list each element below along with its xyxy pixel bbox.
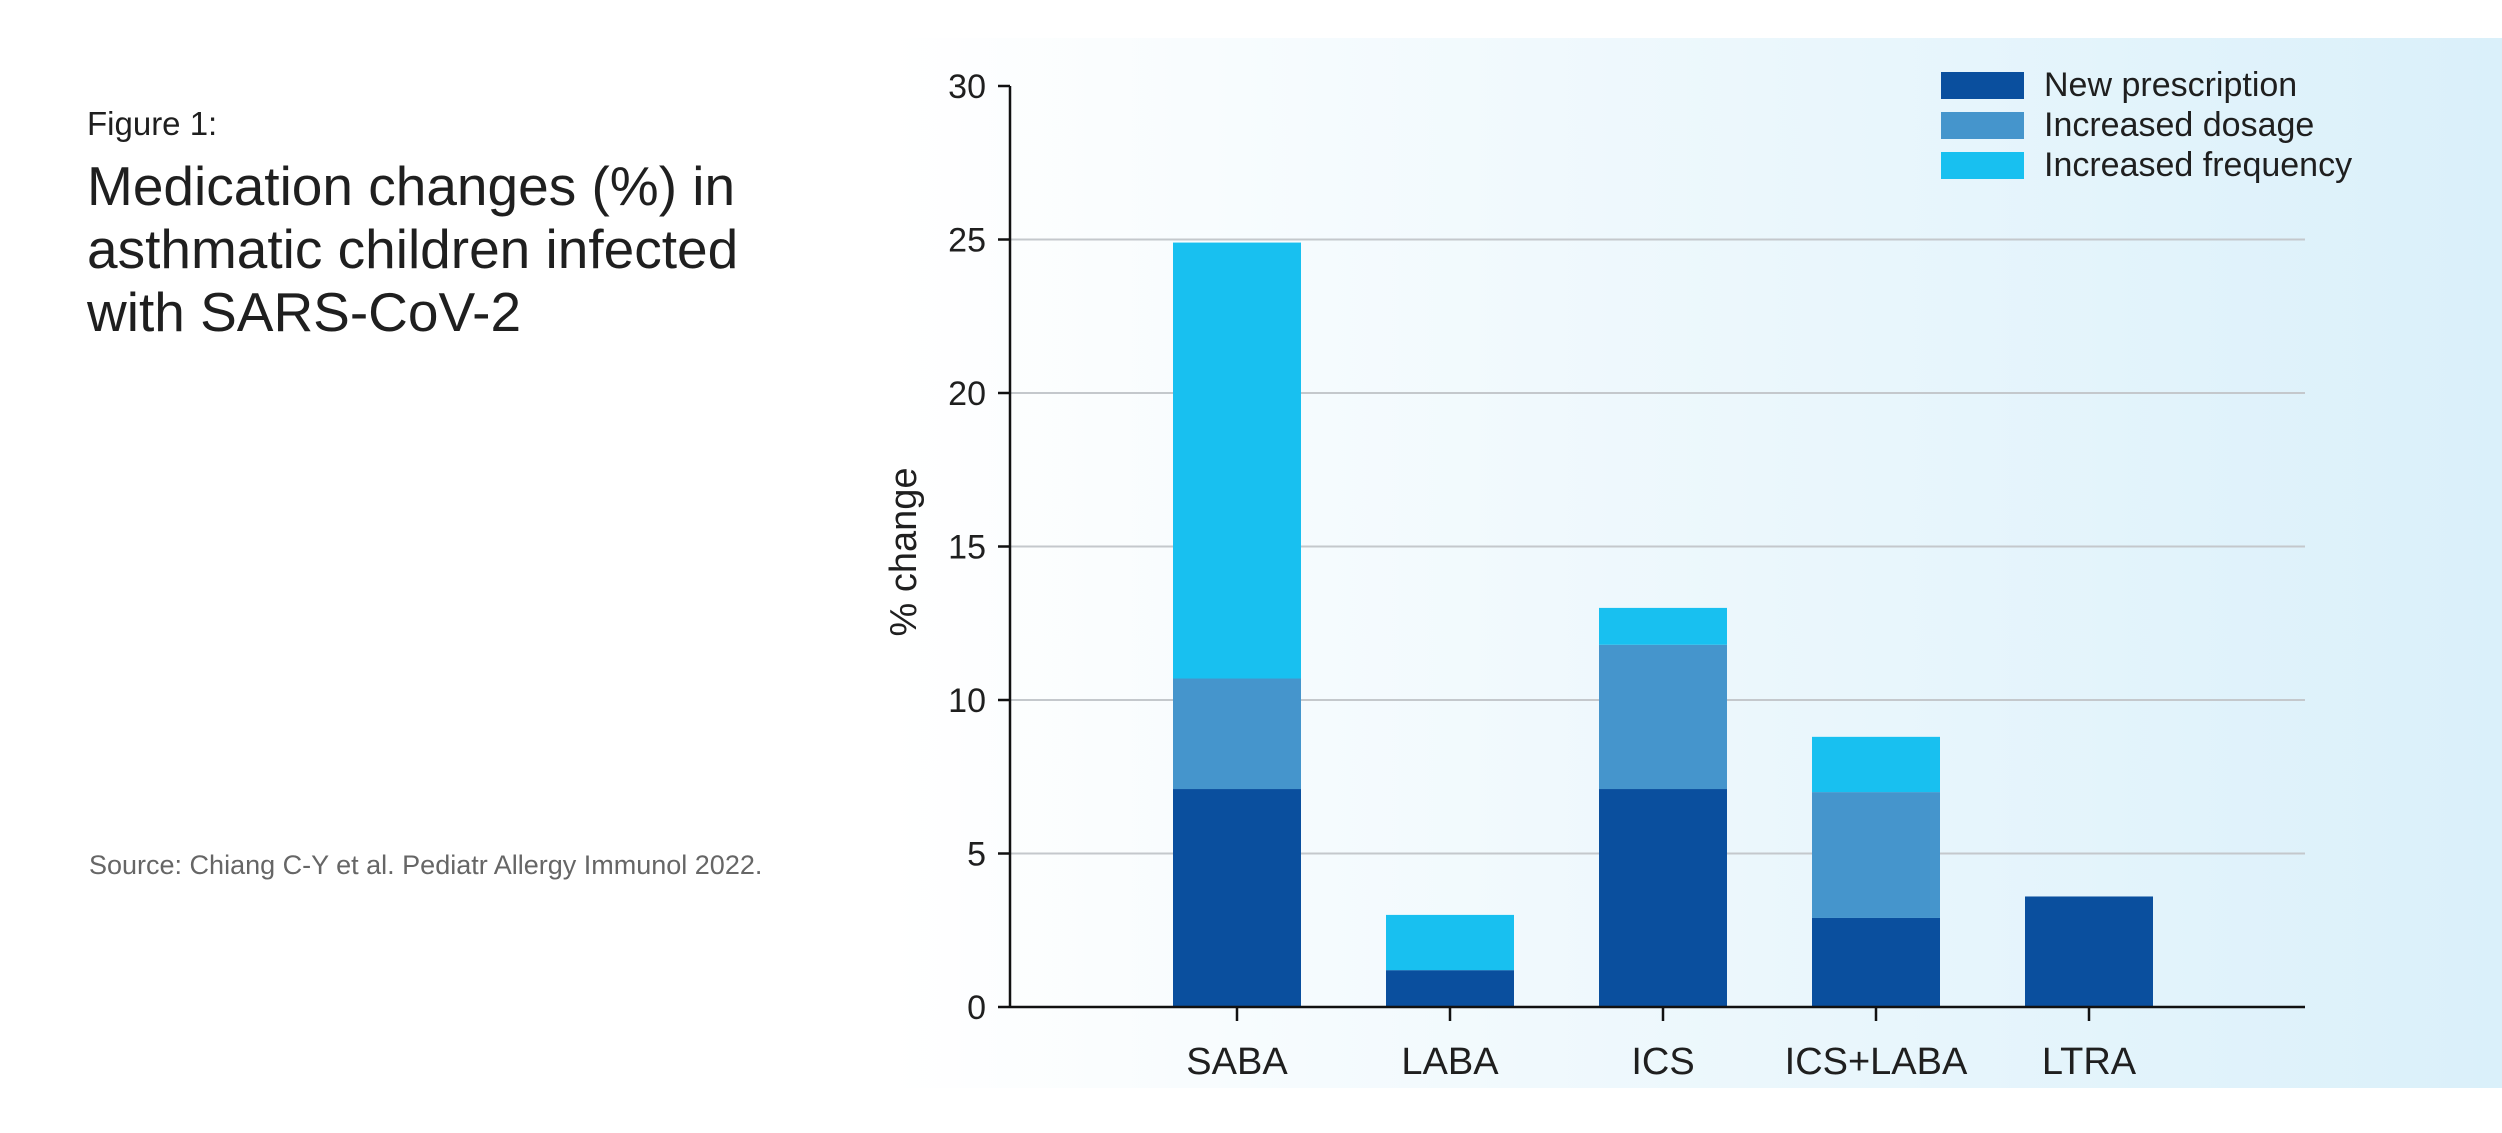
legend-label: Increased frequency [2044,146,2352,184]
x-tick-label: LTRA [2042,1041,2137,1083]
figure-title: Medication changes (%) in asthmatic chil… [87,155,739,343]
y-tick-label: 5 [967,836,986,874]
y-tick-label: 25 [948,222,986,260]
bar-segment [1812,736,1940,793]
bars-layer [1173,242,2153,1007]
legend-label: Increased dosage [2044,106,2314,144]
legend-label: New prescription [2044,66,2297,104]
x-tick-label: ICS+LABA [1785,1041,1968,1083]
bar-segment [1173,242,1301,679]
bar-segment [1599,789,1727,1007]
bar-segment [2025,896,2153,1007]
legend-swatch [1941,72,2024,99]
y-axis-label: % change [883,467,925,636]
y-tick-label: 10 [948,682,986,720]
y-tick-label: 30 [948,68,986,106]
axes-layer: 0 5 10 15 20 25 30 SABA LABA ICS ICS+LABA LTRA [948,68,2305,1083]
y-tick-label: 15 [948,529,986,567]
bar-segment [1599,644,1727,790]
bar-segment [1599,607,1727,645]
bar-segment [1812,792,1940,918]
source-note: Source: Chiang C-Y et al. Pediatr Allerg… [89,850,763,880]
x-tick-label: LABA [1401,1041,1499,1083]
bar-segment [1386,970,1514,1007]
x-tick-label: SABA [1186,1041,1288,1083]
bar-segment [1173,789,1301,1007]
bar-segment [1173,678,1301,790]
figure-label: Figure 1: [87,105,218,142]
y-tick-label: 0 [967,989,986,1027]
bar-segment [1812,917,1940,1007]
bar-segment [1386,914,1514,971]
x-tick-label: ICS [1631,1041,1694,1083]
legend-swatch [1941,152,2024,179]
y-tick-label: 20 [948,375,986,413]
legend-swatch [1941,112,2024,139]
